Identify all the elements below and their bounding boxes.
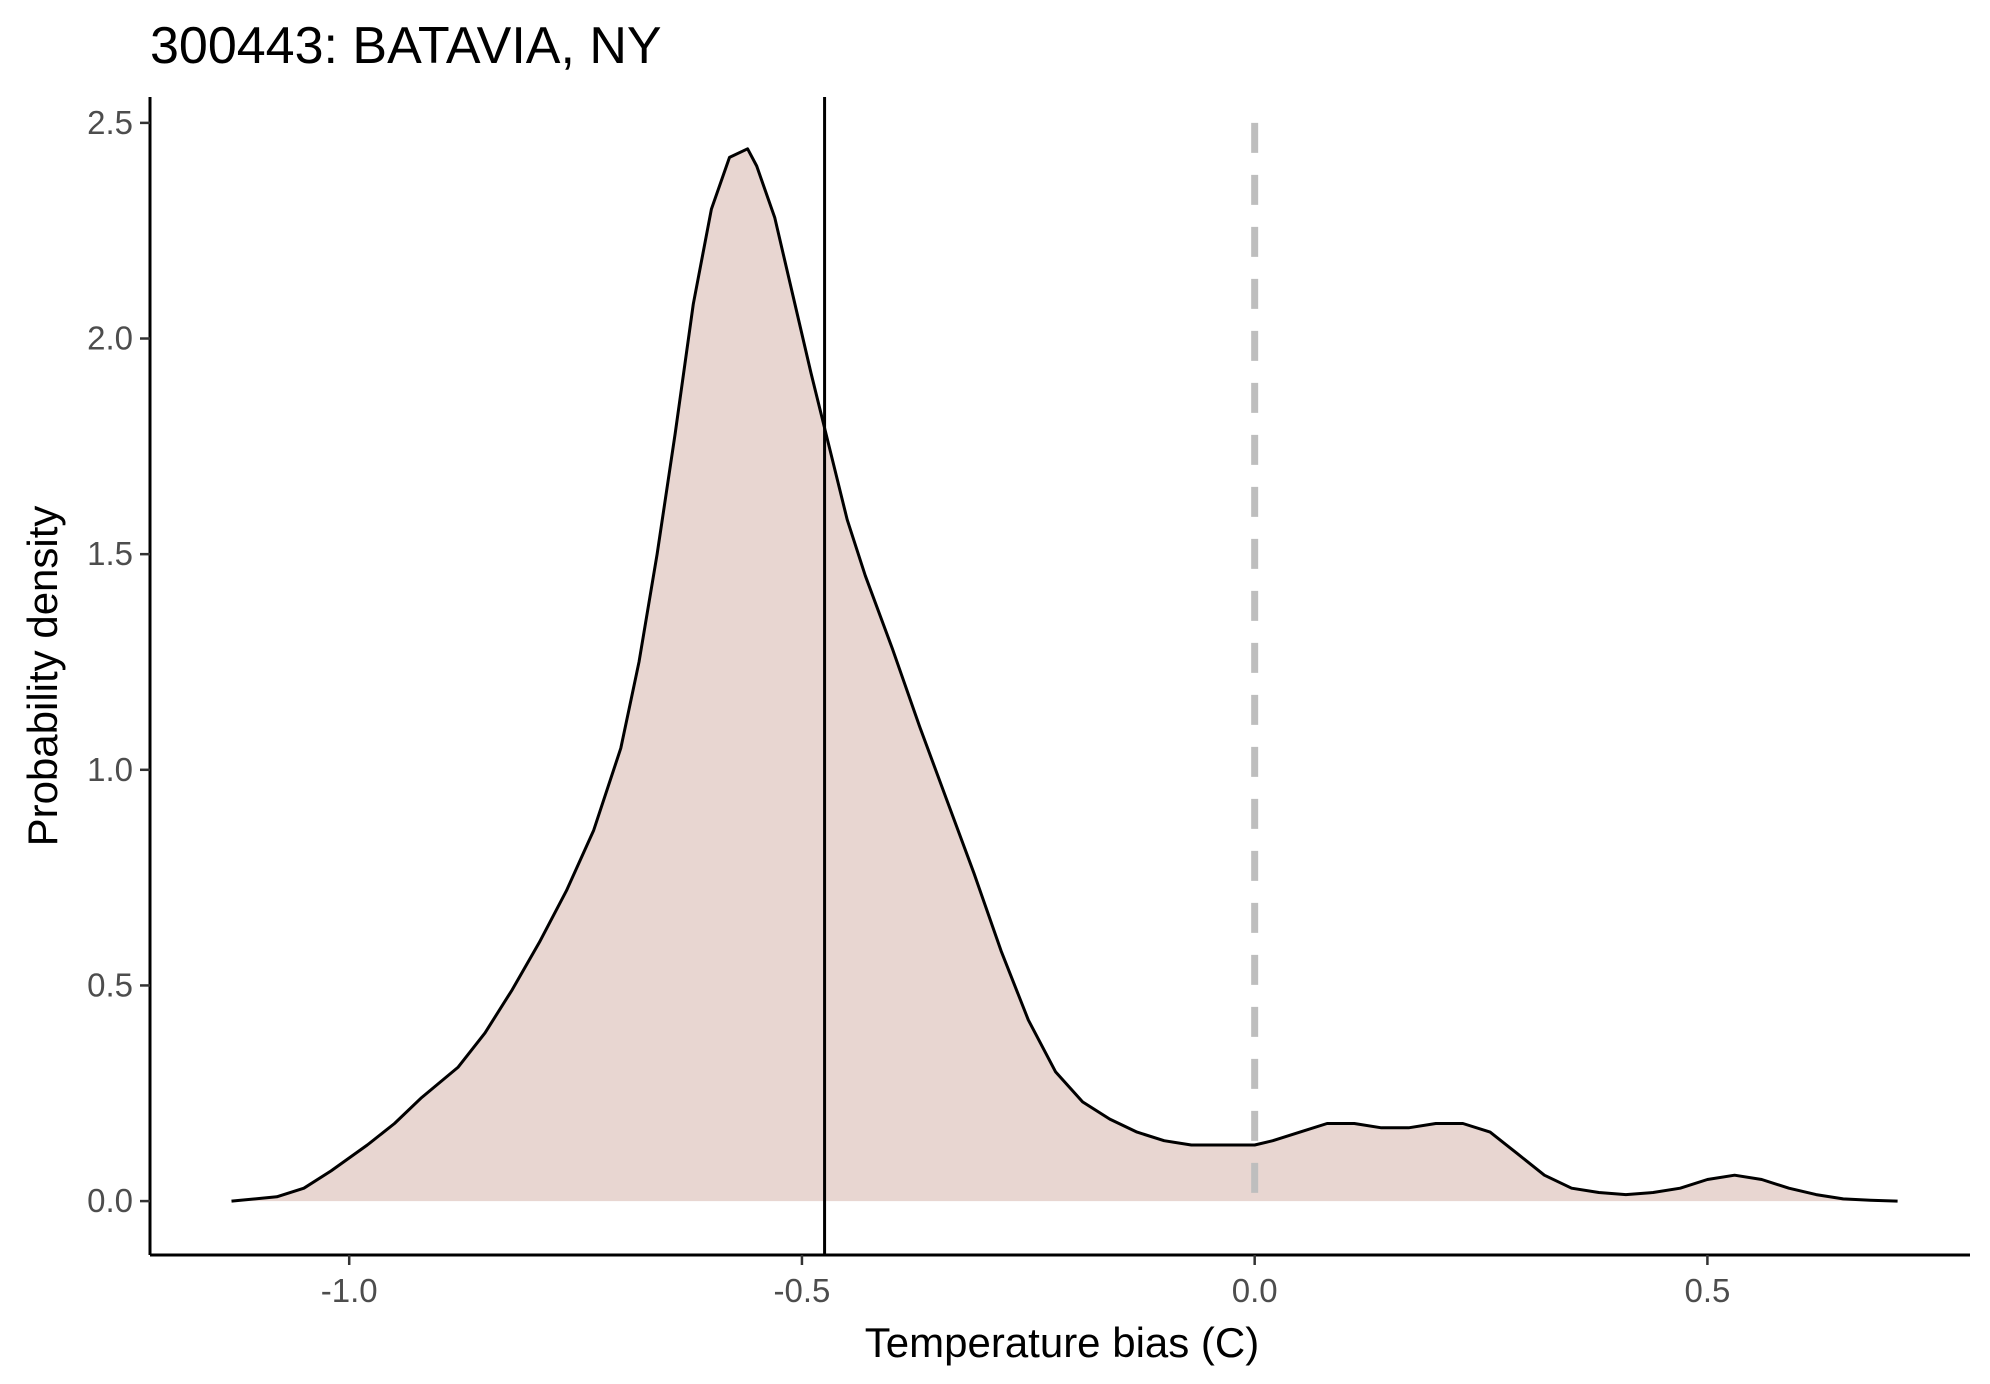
y-tick-label: 1.5: [87, 535, 133, 572]
x-axis-ticks: -1.0 -0.5 0.0 0.5: [321, 1255, 1730, 1309]
y-axis-title: Probability density: [19, 506, 66, 847]
x-tick-label: 0.0: [1232, 1272, 1278, 1309]
y-tick-label: 2.5: [87, 104, 133, 141]
y-axis-ticks: 0.0 0.5 1.0 1.5 2.0 2.5: [87, 104, 150, 1219]
x-tick-label: -1.0: [321, 1272, 378, 1309]
x-tick-label: -0.5: [774, 1272, 831, 1309]
density-area: [231, 148, 1898, 1202]
y-tick-label: 2.0: [87, 320, 133, 357]
axes: [148, 97, 1970, 1257]
density-line: [231, 147, 1898, 1203]
chart-title: 300443: BATAVIA, NY: [150, 17, 662, 75]
y-tick-label: 0.5: [87, 966, 133, 1003]
x-axis-title: Temperature bias (C): [865, 1319, 1259, 1366]
plot-area: [231, 97, 1898, 1255]
y-tick-label: 1.0: [87, 751, 133, 788]
y-tick-label: 0.0: [87, 1182, 133, 1219]
x-tick-label: 0.5: [1684, 1272, 1730, 1309]
